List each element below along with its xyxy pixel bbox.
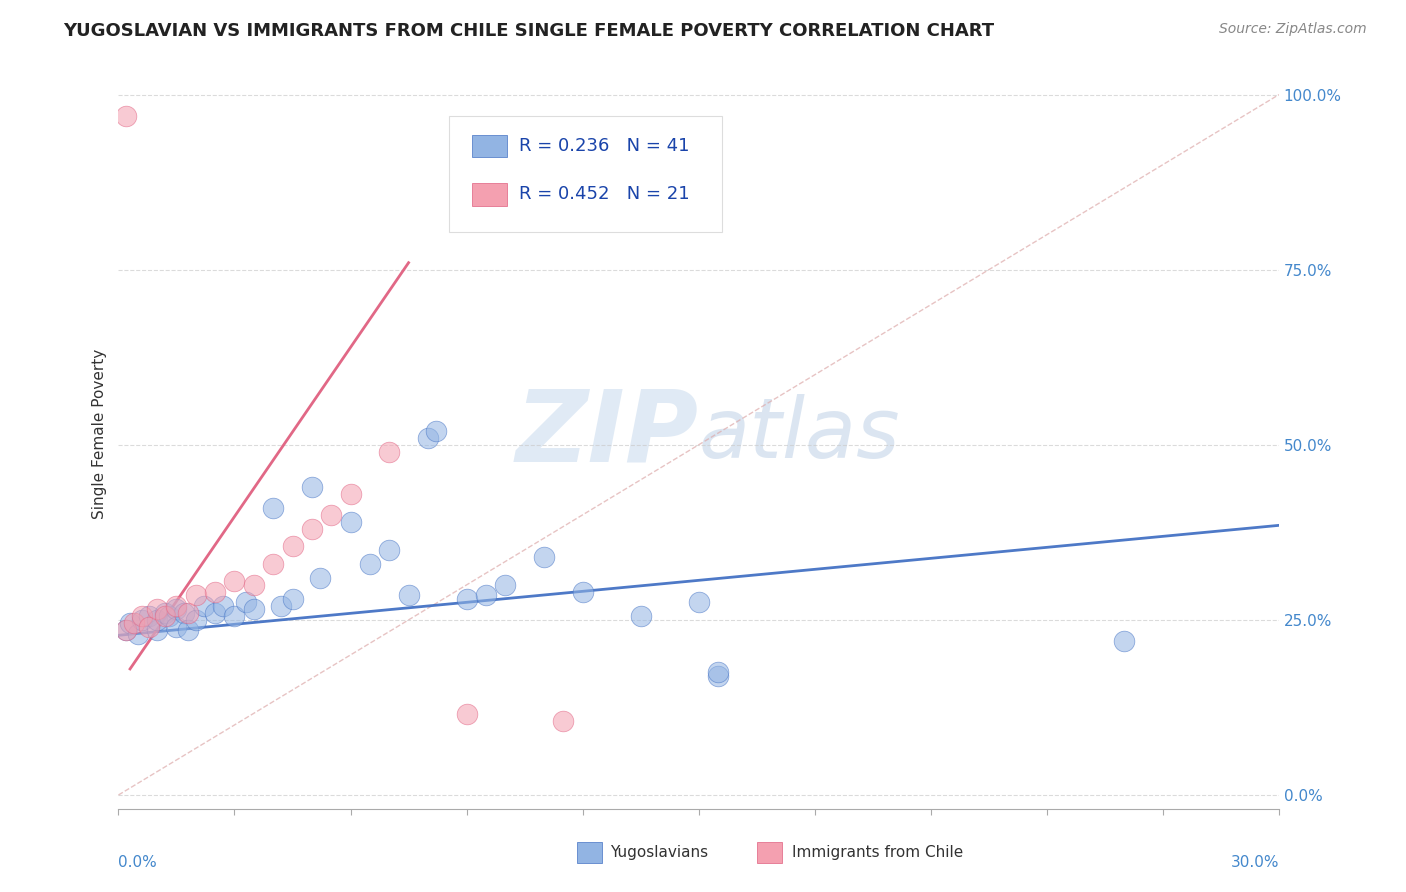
Point <box>146 624 169 638</box>
Point <box>204 585 226 599</box>
Point <box>456 591 478 606</box>
Point <box>204 606 226 620</box>
Point <box>166 602 188 616</box>
Point <box>212 599 235 613</box>
Point <box>138 609 160 624</box>
Point <box>398 588 420 602</box>
Point <box>157 609 180 624</box>
Point <box>425 424 447 438</box>
Point <box>378 445 401 459</box>
Point <box>131 609 153 624</box>
Point <box>166 599 188 613</box>
Point <box>166 620 188 634</box>
Point <box>193 599 215 613</box>
Point <box>262 500 284 515</box>
Point <box>262 557 284 571</box>
Point <box>688 595 710 609</box>
Point <box>281 540 304 554</box>
Y-axis label: Single Female Poverty: Single Female Poverty <box>93 349 107 519</box>
Point <box>131 613 153 627</box>
Text: ZIP: ZIP <box>516 386 699 483</box>
Point <box>184 588 207 602</box>
Point <box>115 624 138 638</box>
Point <box>321 508 343 522</box>
Point <box>281 591 304 606</box>
Point <box>138 620 160 634</box>
Point <box>359 557 381 571</box>
Point <box>553 714 575 729</box>
Point <box>571 585 593 599</box>
Point <box>339 487 361 501</box>
Text: Immigrants from Chile: Immigrants from Chile <box>792 845 963 860</box>
Point <box>122 616 145 631</box>
Text: R = 0.236   N = 41: R = 0.236 N = 41 <box>519 136 689 155</box>
Point <box>301 522 323 536</box>
Point <box>378 542 401 557</box>
Point <box>630 609 652 624</box>
FancyBboxPatch shape <box>449 116 721 232</box>
Text: Yugoslavians: Yugoslavians <box>610 845 709 860</box>
Point <box>243 578 266 592</box>
Point <box>339 515 361 529</box>
Point <box>153 606 176 620</box>
FancyBboxPatch shape <box>756 842 782 863</box>
Point <box>270 599 292 613</box>
Point <box>475 588 498 602</box>
Point <box>416 431 439 445</box>
FancyBboxPatch shape <box>472 135 508 157</box>
Point <box>1114 634 1136 648</box>
Point <box>707 669 730 683</box>
Point <box>146 602 169 616</box>
Point <box>146 613 169 627</box>
Text: atlas: atlas <box>699 393 900 475</box>
Text: 30.0%: 30.0% <box>1230 855 1279 871</box>
Point <box>115 109 138 123</box>
Point <box>533 549 555 564</box>
Point <box>235 595 257 609</box>
Point <box>115 624 138 638</box>
Text: R = 0.452   N = 21: R = 0.452 N = 21 <box>519 186 689 203</box>
Point <box>177 606 200 620</box>
FancyBboxPatch shape <box>576 842 602 863</box>
Text: YUGOSLAVIAN VS IMMIGRANTS FROM CHILE SINGLE FEMALE POVERTY CORRELATION CHART: YUGOSLAVIAN VS IMMIGRANTS FROM CHILE SIN… <box>63 22 994 40</box>
Point <box>173 606 195 620</box>
Text: Source: ZipAtlas.com: Source: ZipAtlas.com <box>1219 22 1367 37</box>
Point <box>224 574 246 589</box>
Point <box>118 616 141 631</box>
FancyBboxPatch shape <box>472 183 508 206</box>
Point <box>456 707 478 722</box>
Point <box>301 480 323 494</box>
Point <box>243 602 266 616</box>
Text: 0.0%: 0.0% <box>118 855 157 871</box>
Point <box>308 571 330 585</box>
Point <box>184 613 207 627</box>
Point <box>707 665 730 680</box>
Point <box>494 578 516 592</box>
Point <box>153 609 176 624</box>
Point <box>177 624 200 638</box>
Point <box>224 609 246 624</box>
Point <box>127 627 149 641</box>
